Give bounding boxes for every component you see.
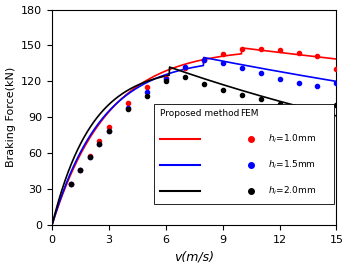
Text: $h_i$=1.0mm: $h_i$=1.0mm: [268, 133, 317, 145]
Text: $h_i$=1.5mm: $h_i$=1.5mm: [268, 158, 316, 171]
X-axis label: v(m/s): v(m/s): [174, 250, 214, 263]
Text: $h_i$=2.0mm: $h_i$=2.0mm: [268, 185, 317, 197]
Text: Proposed method: Proposed method: [160, 109, 239, 118]
Text: FEM: FEM: [240, 109, 258, 118]
Bar: [154, 104, 334, 204]
Y-axis label: Braking Force(kN): Braking Force(kN): [6, 67, 16, 168]
